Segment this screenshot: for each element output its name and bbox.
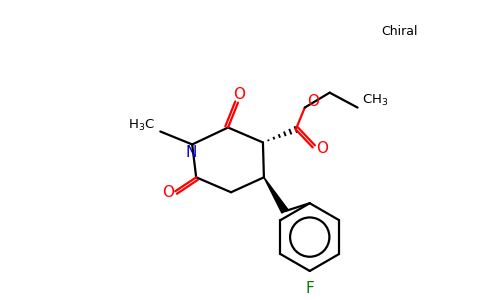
Text: CH$_3$: CH$_3$: [362, 93, 388, 108]
Polygon shape: [264, 177, 288, 213]
Text: F: F: [305, 281, 314, 296]
Text: O: O: [307, 94, 319, 109]
Text: O: O: [233, 87, 245, 102]
Text: N: N: [185, 145, 197, 160]
Text: Chiral: Chiral: [381, 26, 418, 38]
Text: H$_3$C: H$_3$C: [128, 118, 155, 133]
Text: O: O: [162, 185, 174, 200]
Text: O: O: [316, 141, 328, 156]
